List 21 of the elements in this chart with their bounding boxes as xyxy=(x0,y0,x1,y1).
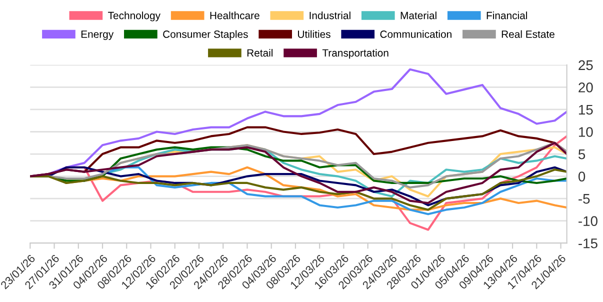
legend-label: Consumer Staples xyxy=(163,30,248,40)
legend-label: Energy xyxy=(81,30,114,40)
legend-label: Technology xyxy=(108,12,160,22)
y-tick-label: 5 xyxy=(578,149,586,160)
y-tick-label: 10 xyxy=(578,127,593,137)
legend-label: Financial xyxy=(486,12,528,20)
legend-label: Transportation xyxy=(322,48,388,59)
y-tick-label: -5 xyxy=(578,194,590,204)
y-tick-label: 20 xyxy=(578,82,593,92)
legend-label: Retail xyxy=(247,48,273,57)
legend-label: Industrial xyxy=(310,12,350,20)
legend-label: Utilities xyxy=(298,30,330,38)
y-tick-label: -10 xyxy=(578,216,598,226)
y-tick-label: 15 xyxy=(578,104,593,115)
y-tick-label: 0 xyxy=(578,172,586,182)
y-tick-label: 25 xyxy=(578,60,593,70)
legend-label: Material xyxy=(400,12,436,20)
y-tick-label: -15 xyxy=(578,238,598,248)
legend-label: Real Estate xyxy=(502,30,554,38)
legend-label: Healthcare xyxy=(210,12,260,20)
legend-label: Communication xyxy=(380,30,452,38)
